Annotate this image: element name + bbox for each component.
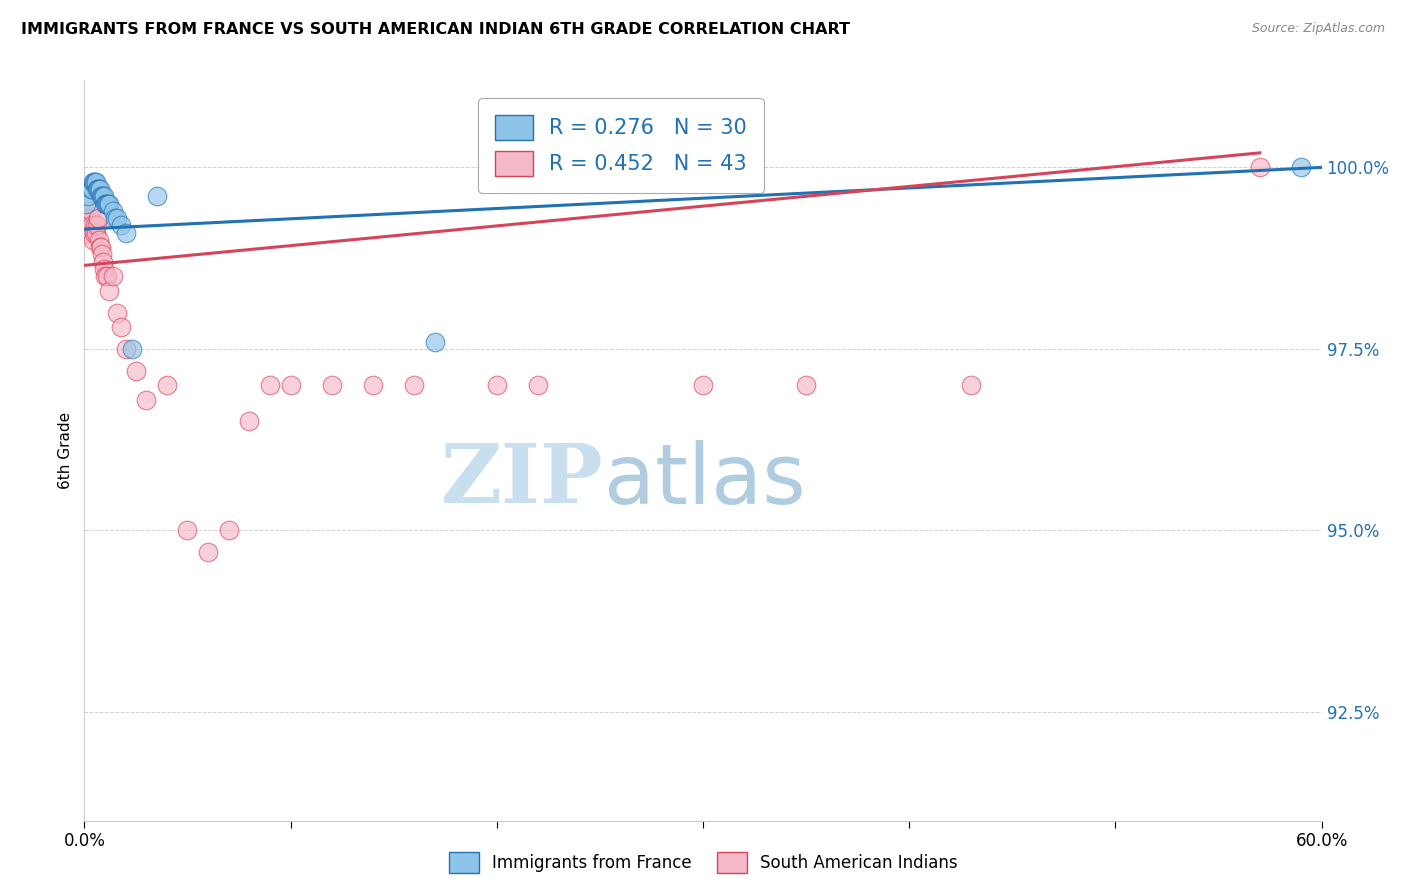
Point <box>527 378 550 392</box>
Point <box>83 175 105 189</box>
Point <box>94 269 117 284</box>
Point <box>1289 161 1312 175</box>
Point <box>82 175 104 189</box>
Point <box>89 240 111 254</box>
Point <box>105 211 128 226</box>
Point <box>114 342 136 356</box>
Point <box>114 226 136 240</box>
Text: Source: ZipAtlas.com: Source: ZipAtlas.com <box>1251 22 1385 36</box>
Point <box>135 392 157 407</box>
Point <box>238 414 260 428</box>
Point <box>156 378 179 392</box>
Point <box>121 342 143 356</box>
Point <box>79 203 101 218</box>
Point <box>84 175 107 189</box>
Point <box>96 269 118 284</box>
Point <box>1249 161 1271 175</box>
Point <box>80 182 103 196</box>
Point <box>110 320 132 334</box>
Point <box>97 196 120 211</box>
Point <box>103 269 125 284</box>
Point <box>104 211 127 226</box>
Point <box>145 189 167 203</box>
Point <box>77 189 100 203</box>
Point <box>94 196 117 211</box>
Point <box>86 182 108 196</box>
Point <box>103 203 125 218</box>
Point <box>75 211 97 226</box>
Point <box>83 226 105 240</box>
Point <box>125 363 148 377</box>
Point <box>485 378 508 392</box>
Point <box>98 196 121 211</box>
Point <box>90 247 112 261</box>
Point <box>110 219 132 233</box>
Point <box>176 524 198 538</box>
Point <box>96 196 118 211</box>
Point <box>79 182 101 196</box>
Point <box>90 240 112 254</box>
Point <box>84 226 107 240</box>
Point <box>89 182 111 196</box>
Point <box>91 254 114 268</box>
Point <box>87 211 110 226</box>
Point <box>361 378 384 392</box>
Point <box>404 378 426 392</box>
Point <box>98 284 121 298</box>
Point <box>692 378 714 392</box>
Point <box>90 189 112 203</box>
Point <box>794 378 817 392</box>
Point <box>75 196 97 211</box>
Point <box>94 196 117 211</box>
Point <box>86 219 108 233</box>
Point <box>93 262 115 277</box>
Legend: Immigrants from France, South American Indians: Immigrants from France, South American I… <box>441 846 965 880</box>
Legend: R = 0.276   N = 30, R = 0.452   N = 43: R = 0.276 N = 30, R = 0.452 N = 43 <box>478 98 763 193</box>
Point <box>87 233 110 247</box>
Point <box>83 219 105 233</box>
Point <box>960 378 983 392</box>
Point <box>77 226 100 240</box>
Point <box>423 334 446 349</box>
Point <box>90 189 112 203</box>
Point <box>82 233 104 247</box>
Y-axis label: 6th Grade: 6th Grade <box>58 412 73 489</box>
Point <box>76 219 98 233</box>
Text: atlas: atlas <box>605 440 806 521</box>
Point <box>87 182 110 196</box>
Point <box>80 219 103 233</box>
Point <box>321 378 343 392</box>
Point <box>93 189 115 203</box>
Text: ZIP: ZIP <box>441 440 605 520</box>
Point <box>91 189 114 203</box>
Point <box>197 545 219 559</box>
Point <box>79 211 101 226</box>
Point <box>280 378 302 392</box>
Point <box>83 175 105 189</box>
Point <box>105 305 128 319</box>
Point <box>218 524 240 538</box>
Point <box>87 182 110 196</box>
Point <box>259 378 281 392</box>
Text: IMMIGRANTS FROM FRANCE VS SOUTH AMERICAN INDIAN 6TH GRADE CORRELATION CHART: IMMIGRANTS FROM FRANCE VS SOUTH AMERICAN… <box>21 22 851 37</box>
